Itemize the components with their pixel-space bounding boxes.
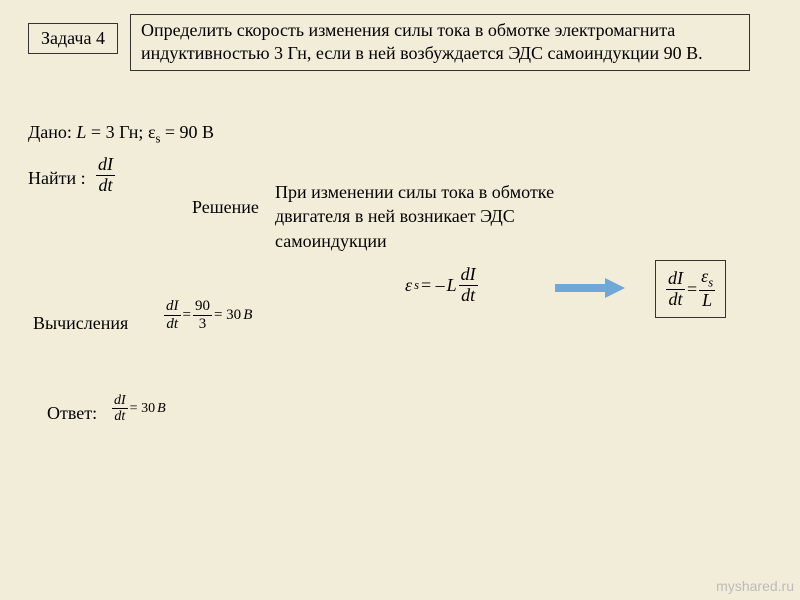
- eq1-eps: ε: [405, 275, 412, 296]
- calc-mid-fraction: 90 3: [193, 298, 212, 332]
- given-L-value: = 3 Гн;: [86, 122, 148, 142]
- eq2-rhs-num: εs: [699, 267, 715, 291]
- calculation-expression: dI dt = 90 3 = 30B: [164, 298, 252, 332]
- solution-label: Решение: [192, 197, 259, 218]
- given-eps-value: = 90 В: [160, 122, 214, 142]
- equation-result: dI dt = εs L: [666, 267, 715, 311]
- calc-eq1: =: [183, 307, 191, 324]
- eq1-eps-sub: s: [414, 278, 419, 293]
- eq1-den: dt: [459, 286, 478, 306]
- answer-label: Ответ:: [47, 403, 97, 424]
- find-expression: dI dt: [96, 155, 115, 196]
- solution-explanation: При изменении силы тока в обмотке двигат…: [275, 180, 615, 253]
- eq2-equals: =: [687, 279, 697, 300]
- implies-arrow-icon: [555, 278, 625, 298]
- equation-result-box: dI dt = εs L: [655, 260, 726, 318]
- calc-unit: B: [243, 307, 252, 324]
- eq2-rhs-fraction: εs L: [699, 267, 715, 311]
- calc-result: = 30: [214, 307, 241, 324]
- find-num: dI: [96, 155, 115, 176]
- find-den: dt: [96, 176, 115, 196]
- eq1-L: L: [447, 275, 457, 296]
- answer-expression: dI dt = 30B: [112, 393, 166, 425]
- calc-lhs-den: dt: [164, 316, 181, 333]
- eq1-fraction: dI dt: [459, 265, 478, 306]
- equation-emf: εs = – L dI dt: [405, 265, 478, 306]
- given-line: Дано: L = 3 Гн; εs = 90 В: [28, 122, 214, 147]
- given-eps-var: ε: [148, 122, 156, 142]
- calc-mid-den: 3: [193, 316, 212, 333]
- calculations-label: Вычисления: [33, 313, 128, 334]
- ans-lhs-fraction: dI dt: [112, 393, 128, 425]
- find-fraction: dI dt: [96, 155, 115, 196]
- ans-lhs-num: dI: [112, 393, 128, 409]
- ans-rhs: = 30: [130, 401, 155, 417]
- calc-mid-num: 90: [193, 298, 212, 316]
- given-L-var: L: [76, 122, 86, 142]
- ans-lhs-den: dt: [112, 409, 128, 424]
- problem-statement-box: Определить скорость изменения силы тока …: [130, 14, 750, 71]
- calc-lhs-num: dI: [164, 298, 181, 316]
- problem-statement-text: Определить скорость изменения силы тока …: [141, 20, 703, 63]
- ans-unit: B: [157, 401, 166, 417]
- eq2-lhs-fraction: dI dt: [666, 269, 685, 310]
- eq2-rhs-den: L: [699, 291, 715, 311]
- eq2-lhs-den: dt: [666, 290, 685, 310]
- watermark-prefix: my: [716, 578, 735, 594]
- watermark-link: shared.ru: [735, 578, 794, 594]
- calc-lhs-fraction: dI dt: [164, 298, 181, 332]
- eq1-equals-neg: = –: [421, 275, 445, 296]
- eq1-num: dI: [459, 265, 478, 286]
- find-label: Найти :: [28, 168, 86, 189]
- eq2-lhs-num: dI: [666, 269, 685, 290]
- given-prefix: Дано:: [28, 122, 76, 142]
- task-label-text: Задача 4: [41, 28, 105, 48]
- watermark: myshared.ru: [716, 578, 794, 594]
- task-label-box: Задача 4: [28, 23, 118, 54]
